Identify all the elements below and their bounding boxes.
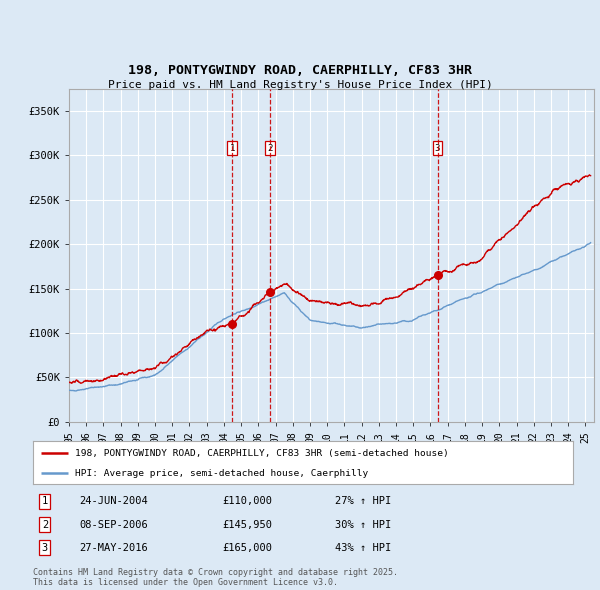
Text: 30% ↑ HPI: 30% ↑ HPI <box>335 520 392 529</box>
Text: 2: 2 <box>42 520 48 529</box>
Text: 198, PONTYGWINDY ROAD, CAERPHILLY, CF83 3HR (semi-detached house): 198, PONTYGWINDY ROAD, CAERPHILLY, CF83 … <box>75 449 449 458</box>
Text: £165,000: £165,000 <box>222 543 272 553</box>
Text: Price paid vs. HM Land Registry's House Price Index (HPI): Price paid vs. HM Land Registry's House … <box>107 80 493 90</box>
Text: 1: 1 <box>42 496 48 506</box>
Text: 27-MAY-2016: 27-MAY-2016 <box>79 543 148 553</box>
Text: 43% ↑ HPI: 43% ↑ HPI <box>335 543 392 553</box>
Text: 24-JUN-2004: 24-JUN-2004 <box>79 496 148 506</box>
Text: 27% ↑ HPI: 27% ↑ HPI <box>335 496 392 506</box>
Text: £145,950: £145,950 <box>222 520 272 529</box>
Text: 3: 3 <box>42 543 48 553</box>
Text: HPI: Average price, semi-detached house, Caerphilly: HPI: Average price, semi-detached house,… <box>75 468 368 478</box>
Text: £110,000: £110,000 <box>222 496 272 506</box>
Text: 1: 1 <box>229 143 235 153</box>
Text: 2: 2 <box>268 143 273 153</box>
Text: Contains HM Land Registry data © Crown copyright and database right 2025.
This d: Contains HM Land Registry data © Crown c… <box>33 568 398 587</box>
Text: 198, PONTYGWINDY ROAD, CAERPHILLY, CF83 3HR: 198, PONTYGWINDY ROAD, CAERPHILLY, CF83 … <box>128 64 472 77</box>
Text: 08-SEP-2006: 08-SEP-2006 <box>79 520 148 529</box>
Text: 3: 3 <box>435 143 440 153</box>
